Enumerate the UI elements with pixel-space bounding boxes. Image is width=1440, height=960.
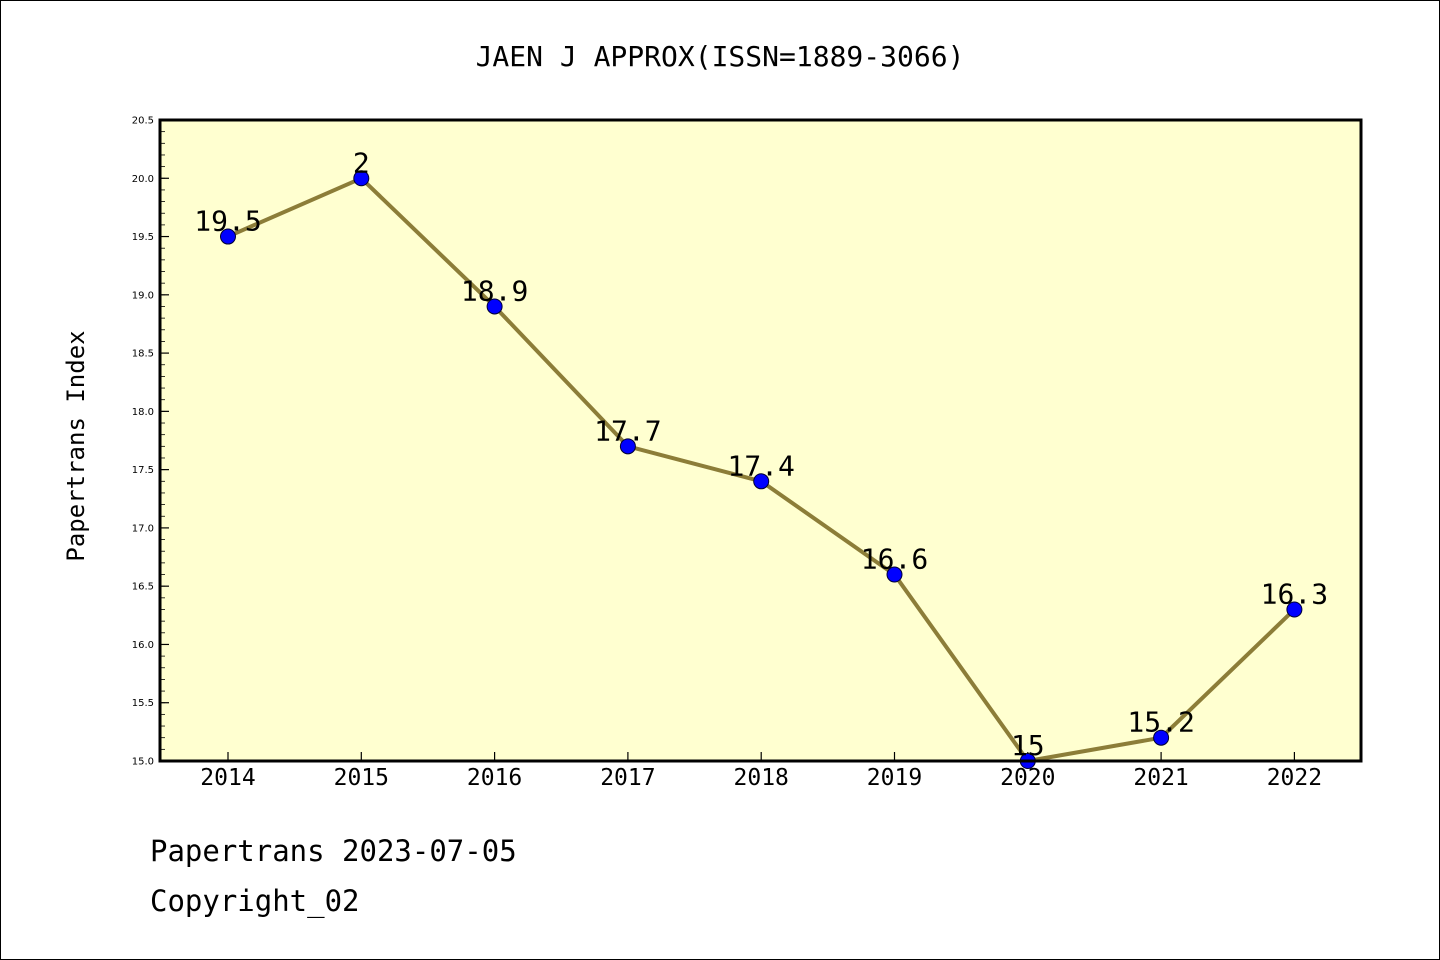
data-point [886, 566, 903, 583]
x-tick-label: 2021 [1133, 765, 1188, 791]
y-tick-label: 17.0 [132, 523, 154, 534]
y-tick-label: 18.0 [132, 407, 154, 418]
y-tick-label: 20.5 [132, 116, 154, 127]
chart-title: JAEN J APPROX(ISSN=1889-3066) [476, 40, 965, 73]
data-label: 17.7 [594, 414, 661, 447]
y-tick-label: 20.0 [132, 174, 154, 185]
x-tick-label: 2018 [734, 765, 789, 791]
y-tick-label: 16.5 [132, 582, 154, 593]
data-label: 19.5 [194, 205, 261, 238]
data-label: 18.9 [461, 274, 528, 307]
data-label: 15.2 [1127, 706, 1194, 739]
plot-area [160, 120, 1361, 761]
x-tick-label: 2020 [1000, 765, 1055, 791]
plot-border [158, 118, 1363, 763]
y-tick-label: 19.0 [132, 290, 154, 301]
x-tick-label: 2015 [334, 765, 389, 791]
y-tick-label: 15.5 [132, 698, 154, 709]
data-label: 17.4 [727, 449, 794, 482]
data-point [1153, 729, 1170, 746]
data-label: 15 [1011, 729, 1045, 762]
data-point [486, 298, 503, 315]
y-tick-label: 16.0 [132, 640, 154, 651]
x-tick-label: 2016 [467, 765, 522, 791]
data-point [220, 228, 236, 245]
y-tick-label: 15.0 [132, 757, 154, 768]
axis-ticks: 15.0 15.5 16.0 16.5 17.0 17.5 18.0 18.5 19.0 19.5… [132, 116, 1322, 792]
data-label: 2 [353, 146, 370, 179]
x-tick-label: 2019 [867, 765, 922, 791]
data-point [753, 473, 770, 490]
x-tick-label: 2014 [200, 765, 255, 791]
data-label: 16.3 [1261, 577, 1328, 610]
y-tick-label: 19.5 [132, 232, 154, 243]
y-tick-label: 18.5 [132, 349, 154, 360]
data-point [1286, 601, 1303, 618]
data-labels: 19.5 2 18.9 17.7 17.4 16.6 15 15.2 16.3 [194, 146, 1328, 762]
y-axis-label: Papertrans Index [62, 330, 90, 561]
footer-copyright: Copyright_02 [150, 884, 360, 918]
footer-date: Papertrans 2023-07-05 [150, 834, 517, 868]
x-tick-label: 2022 [1267, 765, 1322, 791]
y-tick-label: 17.5 [132, 465, 154, 476]
data-point [353, 170, 370, 187]
x-tick-label: 2017 [600, 765, 655, 791]
data-point [619, 438, 636, 455]
data-label: 16.6 [861, 543, 928, 576]
